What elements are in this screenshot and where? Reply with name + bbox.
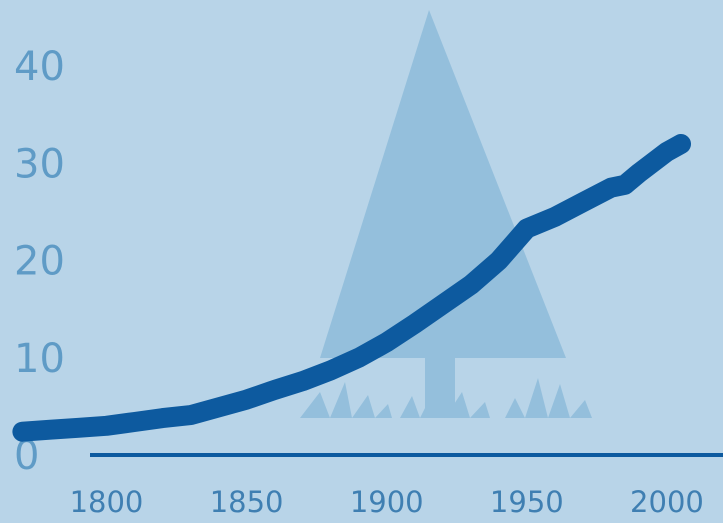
y-tick-label: 40	[14, 44, 65, 90]
series-layer	[12, 134, 691, 442]
y-tick-label: 20	[14, 239, 65, 285]
grass-tuft-left	[300, 382, 392, 418]
x-tick-label: 1900	[350, 485, 424, 519]
x-tick-label: 1850	[210, 485, 284, 519]
tree-illustration	[300, 10, 592, 418]
y-tick-label: 30	[14, 141, 65, 187]
x-axis-ticks: 1800 1850 1900 1950 2000	[70, 485, 704, 519]
grass-tuft-middle	[400, 388, 490, 418]
tree-crown	[320, 10, 566, 358]
series-line	[12, 134, 691, 442]
y-tick-label: 10	[14, 336, 65, 382]
x-tick-label: 1950	[490, 485, 564, 519]
x-tick-label: 1800	[70, 485, 144, 519]
grass-tuft-right	[505, 378, 592, 418]
x-tick-label: 2000	[630, 485, 704, 519]
